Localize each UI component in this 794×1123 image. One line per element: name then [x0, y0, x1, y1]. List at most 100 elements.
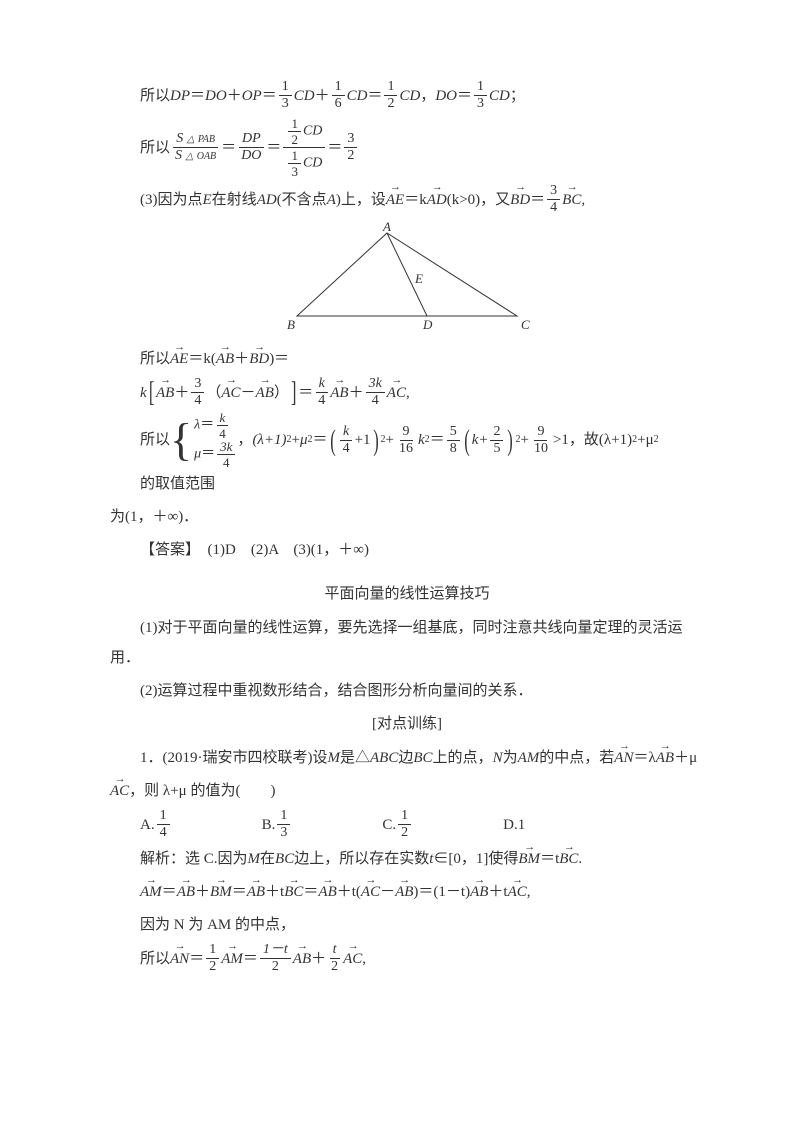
comma: ， — [237, 425, 252, 455]
plus: + — [386, 425, 394, 455]
line-system: 所以 { λ＝k4 μ＝3k4 ， (λ+1)2 + μ2 ＝ ( k4 +1 … — [110, 411, 704, 499]
eq: ＝ — [232, 877, 247, 907]
text: 因为 N 为 AM 的中点， — [110, 910, 295, 940]
plus: ＋ — [174, 378, 189, 408]
text: (不含点 — [277, 185, 327, 215]
text: 所以 — [140, 133, 170, 163]
frac-1-6: 16 — [332, 80, 345, 111]
frac-1-3: 13 — [279, 80, 292, 111]
vec-AM: AM — [221, 944, 243, 974]
text: 上的点， — [433, 743, 493, 773]
semi: ； — [510, 81, 525, 111]
frac-k-4: k4 — [315, 377, 328, 408]
frac-2-5: 25 — [490, 425, 503, 456]
plus: ＋μ — [674, 743, 697, 773]
label-C: C — [521, 317, 530, 332]
var-BC: BC — [413, 743, 432, 773]
vec-BC: BC — [559, 844, 578, 874]
minus: － — [241, 378, 256, 408]
plus: ＋ — [227, 81, 242, 111]
comma: ， — [420, 81, 435, 111]
line-k-expr: k [ AB ＋ 34 （ AC － AB ） ] ＝ k4 AB ＋ 3k4 … — [110, 377, 704, 408]
eq: ＝ — [189, 944, 204, 974]
vec-AB: AB — [330, 378, 348, 408]
minus: － — [380, 877, 395, 907]
vec-AE: AE — [386, 185, 404, 215]
text: (3)因为点 — [140, 185, 203, 215]
text: )上，设 — [336, 185, 386, 215]
bracket-open-icon: [ — [149, 386, 155, 400]
vec-AB: AB — [156, 378, 174, 408]
paren-close: ） — [274, 378, 289, 408]
comma: , — [406, 378, 410, 408]
vec-AB: AB — [293, 944, 311, 974]
var-A: A — [327, 185, 336, 215]
text: 的取值范围 — [140, 469, 215, 499]
var-k: k — [140, 378, 147, 408]
plus: + — [292, 425, 300, 455]
text: (k>0)，又 — [447, 185, 510, 215]
vec-AC: AC — [387, 378, 406, 408]
options-row: A.14 B.13 C.12 D.1 — [110, 809, 704, 840]
text: 边 — [398, 743, 413, 773]
var-AD: AD — [257, 185, 277, 215]
plus: ＋ — [315, 81, 330, 111]
comma: , — [362, 944, 366, 974]
plus: ＋t( — [337, 877, 361, 907]
eq: ＝k( — [188, 344, 216, 374]
dot: . — [578, 844, 582, 874]
label-E: E — [414, 271, 423, 286]
var-CD: CD — [489, 81, 510, 111]
text: +1 — [355, 425, 371, 455]
eq: ＝ — [243, 944, 258, 974]
eq: ＝ — [266, 133, 281, 163]
text: (2)运算过程中重视数形结合，结合图形分析向量间的关系． — [110, 676, 533, 706]
var-ABC: ABC — [370, 743, 398, 773]
brace-icon: { λ＝k4 μ＝3k4 — [170, 411, 237, 469]
text: 所以 — [140, 944, 170, 974]
option-A: A.14 — [140, 809, 172, 840]
frac-3-4: 34 — [547, 184, 560, 215]
vec-AD: AD — [427, 185, 447, 215]
vec-BC: BC — [284, 877, 303, 907]
vec-AC: AC — [221, 378, 240, 408]
vec-AB: AB — [177, 877, 195, 907]
var-OP: OP — [242, 81, 262, 111]
question-1: 1．(2019·瑞安市四校联考)设 M 是△ ABC 边 BC 上的点， N 为… — [110, 743, 704, 773]
vec-AB: AB — [318, 877, 336, 907]
line-range: 为(1，＋∞)． — [110, 502, 704, 532]
vec-AM: AM — [140, 877, 162, 907]
var-CD: CD — [294, 81, 315, 111]
para-tip1: (1)对于平面向量的线性运算，要先选择一组基底，同时注意共线向量定理的灵活运用． — [110, 613, 704, 673]
var-AM: AM — [518, 743, 540, 773]
var-CD: CD — [399, 81, 420, 111]
sup: 2 — [654, 430, 659, 450]
text: 在射线 — [212, 185, 257, 215]
eq: ＝ — [221, 133, 236, 163]
text: )＝(1－t) — [413, 877, 470, 907]
vec-BC: BC — [562, 185, 581, 215]
text: >1，故(λ+1) — [553, 425, 632, 455]
vec-AN: AN — [614, 743, 633, 773]
vec-AC: AC — [508, 877, 527, 907]
var-mu: μ — [300, 425, 308, 455]
section-title: 平面向量的线性运算技巧 — [110, 579, 704, 609]
var-M: M — [328, 743, 341, 773]
question-1b: AC ，则 λ+μ 的值为( ) — [110, 776, 704, 806]
var-k: k — [418, 425, 425, 455]
label-B: B — [287, 317, 295, 332]
line-answers: 【答案】 (1)D (2)A (3)(1，＋∞) — [110, 535, 704, 565]
eq: ＝ — [457, 81, 472, 111]
frac-1-3b: 13 — [474, 80, 487, 111]
frac-1mt-2: 1－t2 — [260, 943, 291, 974]
var-E: E — [203, 185, 212, 215]
solution-2: AM ＝ AB ＋ BM ＝ AB ＋t BC ＝ AB ＋t( AC － AB… — [110, 877, 704, 907]
eq: ＝λ — [633, 743, 655, 773]
var-DO: DO — [435, 81, 457, 111]
vec-AB: AB — [247, 877, 265, 907]
frac-S: S △ PAB S △ OAB — [172, 132, 219, 163]
plus: + — [520, 425, 528, 455]
frac-DPDO: DPDO — [238, 132, 264, 163]
label-A: A — [382, 221, 391, 234]
label-D: D — [422, 317, 433, 332]
